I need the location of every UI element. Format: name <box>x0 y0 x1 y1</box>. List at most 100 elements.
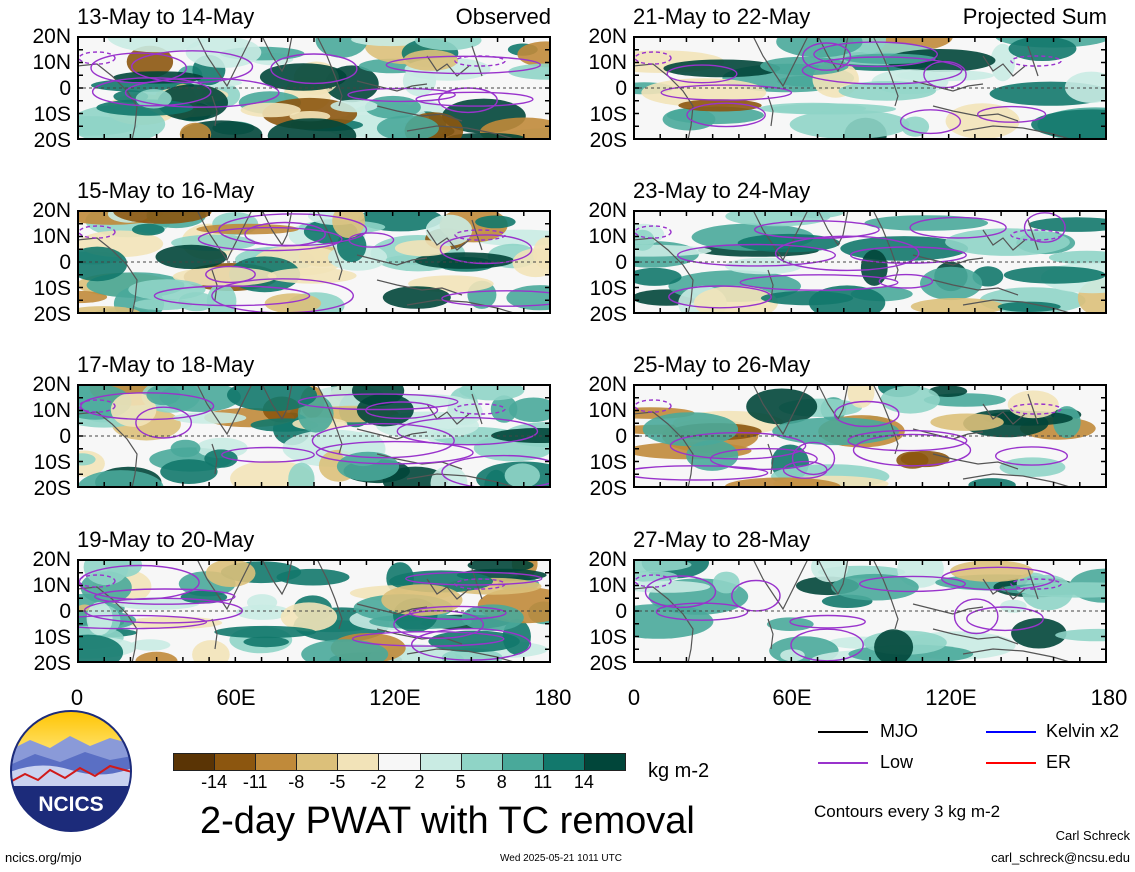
colorbar-swatch <box>296 753 339 771</box>
pwat-anomaly-field <box>599 20 1135 152</box>
colorbar-label: 11 <box>533 772 553 792</box>
colorbar-swatch <box>255 753 298 771</box>
colorbar-label: -11 <box>242 772 268 792</box>
author: Carl Schreck <box>1055 828 1130 843</box>
lat-tick: 0 <box>59 600 71 623</box>
lat-tick: 0 <box>615 600 627 623</box>
lon-tick: 180 <box>534 685 572 710</box>
colorbar-label: 5 <box>455 772 466 792</box>
lat-tick: 10S <box>589 626 627 649</box>
lat-tick: 10N <box>588 225 627 248</box>
panel-tag: Observed <box>455 4 551 29</box>
ncics-logo: NCICS <box>10 710 132 832</box>
colorbar-swatch <box>542 753 585 771</box>
lat-tick: 20S <box>33 477 71 500</box>
email: carl_schreck@ncsu.edu <box>991 850 1130 865</box>
colorbar-swatch <box>214 753 257 771</box>
lat-tick: 10S <box>589 277 627 300</box>
colorbar-label: -2 <box>370 772 387 792</box>
legend-low-line <box>818 762 868 764</box>
lat-tick: 10N <box>588 51 627 74</box>
lat-tick: 0 <box>59 251 71 274</box>
colorbar-label: -8 <box>288 772 305 792</box>
panel-title: 25-May to 26-May <box>633 352 811 377</box>
lat-tick: 10N <box>32 225 71 248</box>
colorbar-swatch <box>460 753 503 771</box>
lat-tick: 20S <box>33 129 71 152</box>
colorbar-label: -5 <box>329 772 346 792</box>
pwat-anomaly-field <box>47 371 597 506</box>
colorbar-swatch <box>378 753 421 771</box>
legend-kelvin-label: Kelvin x2 <box>1046 721 1120 741</box>
pwat-map <box>579 546 1135 673</box>
lat-tick: 20N <box>588 199 627 222</box>
pwat-anomaly-field <box>38 20 593 154</box>
pwat-map <box>35 549 573 673</box>
lat-tick: 20N <box>32 373 71 396</box>
lat-tick: 20S <box>589 477 627 500</box>
panel-title: 15-May to 16-May <box>77 178 255 203</box>
lat-tick: 0 <box>615 77 627 100</box>
panel-title: 21-May to 22-May <box>633 4 811 29</box>
panel-title: 17-May to 18-May <box>77 352 255 377</box>
logo-text: NCICS <box>38 793 103 816</box>
lat-tick: 20S <box>33 652 71 675</box>
legend-mjo-label: MJO <box>880 721 918 741</box>
colorbar-label: 8 <box>496 772 507 792</box>
lat-tick: 10N <box>588 399 627 422</box>
lat-tick: 10S <box>33 103 71 126</box>
pwat-anomaly-field <box>51 198 574 322</box>
lat-tick: 20N <box>588 373 627 396</box>
lat-tick: 20N <box>32 25 71 48</box>
pwat-map <box>47 371 597 506</box>
site-link[interactable]: ncics.org/mjo <box>5 850 82 865</box>
lat-tick: 10S <box>33 451 71 474</box>
panel-title: 23-May to 24-May <box>633 178 811 203</box>
colorbar-swatch <box>173 753 216 771</box>
colorbar-swatch <box>583 753 626 771</box>
lon-tick: 0 <box>627 685 641 710</box>
panel-title: 19-May to 20-May <box>77 527 255 552</box>
timestamp: Wed 2025-05-21 1011 UTC <box>500 853 622 864</box>
lon-tick: 120E <box>925 685 977 710</box>
lat-tick: 20S <box>589 129 627 152</box>
lat-tick: 10N <box>32 399 71 422</box>
lat-tick: 0 <box>59 77 71 100</box>
lat-tick: 20N <box>32 548 71 571</box>
lon-tick: 120E <box>369 685 421 710</box>
lon-tick: 60E <box>216 685 256 710</box>
lat-tick: 10S <box>33 626 71 649</box>
lat-tick: 20S <box>33 303 71 326</box>
lat-tick: 10S <box>589 451 627 474</box>
lat-tick: 0 <box>615 251 627 274</box>
legend-kelvin-line <box>986 731 1036 733</box>
legend-er-line <box>986 762 1036 764</box>
lon-tick: 180 <box>1090 685 1128 710</box>
lat-tick: 10N <box>588 574 627 597</box>
lon-tick: 0 <box>70 685 84 710</box>
colorbar-units: kg m-2 <box>648 760 710 782</box>
figure-title: 2-day PWAT with TC removal <box>200 800 695 842</box>
lat-tick: 10S <box>589 103 627 126</box>
lat-tick: 20S <box>589 303 627 326</box>
pwat-anomaly-field <box>605 375 1107 496</box>
pwat-map <box>582 204 1135 322</box>
lat-tick: 20N <box>588 548 627 571</box>
pwat-map <box>51 198 574 322</box>
colorbar-label: 14 <box>573 772 594 792</box>
pwat-map <box>605 375 1107 496</box>
colorbar-swatch <box>501 753 544 771</box>
legend-low-label: Low <box>880 752 914 772</box>
contours-note: Contours every 3 kg m-2 <box>814 802 1001 821</box>
lat-tick: 20N <box>588 25 627 48</box>
colorbar-swatch <box>419 753 462 771</box>
colorbar-swatch <box>337 753 380 771</box>
lat-tick: 10S <box>33 277 71 300</box>
lat-tick: 0 <box>615 425 627 448</box>
legend-mjo-line <box>818 731 868 733</box>
pwat-anomaly-field <box>582 204 1135 322</box>
panel-title: 27-May to 28-May <box>633 527 811 552</box>
colorbar-label: -14 <box>201 772 228 792</box>
pwat-anomaly-field <box>35 549 573 673</box>
legend-er-label: ER <box>1046 752 1072 772</box>
